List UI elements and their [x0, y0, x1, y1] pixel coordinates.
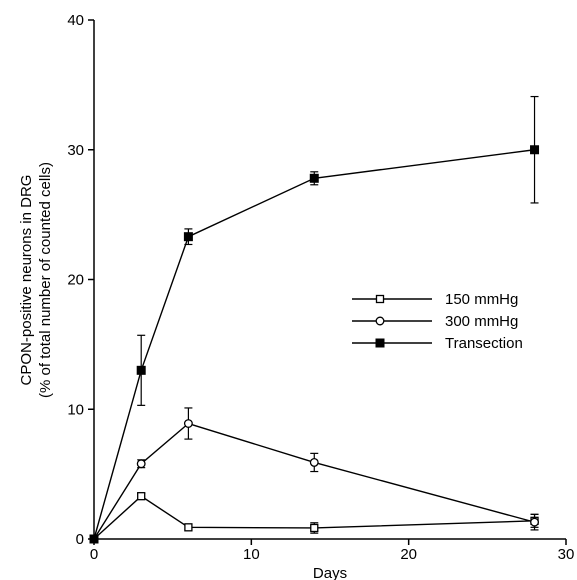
y-tick-label: 0	[76, 531, 84, 548]
legend-label: 150 mmHg	[445, 291, 518, 308]
x-axis-title: Days	[313, 565, 347, 580]
data-point	[530, 145, 540, 155]
y-axis-title-line1: CPON-positive neurons in DRG	[18, 175, 35, 386]
data-point	[89, 534, 99, 544]
legend-marker	[375, 338, 385, 348]
y-axis-title-line2: (% of total number of counted cells)	[37, 162, 54, 398]
data-point	[530, 517, 539, 527]
data-markers	[89, 145, 540, 544]
y-tick-label: 40	[67, 12, 84, 29]
legend-label: Transection	[445, 335, 523, 352]
data-point	[183, 419, 193, 428]
legend-label: 300 mmHg	[445, 313, 518, 330]
y-tick-label: 30	[67, 142, 84, 159]
legend-marker	[375, 294, 385, 304]
data-point	[136, 459, 146, 469]
data-point	[184, 523, 193, 532]
plot-area	[93, 20, 566, 540]
data-point	[309, 457, 319, 467]
data-point	[309, 173, 319, 183]
y-tick-label: 20	[67, 272, 84, 289]
data-point	[136, 365, 146, 375]
x-tick-label: 0	[90, 546, 98, 563]
x-tick-label: 30	[558, 546, 575, 563]
data-point	[137, 492, 146, 501]
x-tick-label: 20	[400, 546, 417, 563]
legend: 150 mmHg 300 mmHg Transection	[352, 291, 523, 352]
data-point	[310, 523, 319, 533]
series-line-1	[93, 422, 535, 540]
x-tick-label: 10	[243, 546, 260, 563]
y-tick-label: 10	[67, 401, 84, 418]
legend-marker	[375, 316, 385, 326]
axis-ticks: 0 10 20 30 0 10 20 30 40	[67, 12, 574, 563]
data-point	[183, 232, 193, 242]
